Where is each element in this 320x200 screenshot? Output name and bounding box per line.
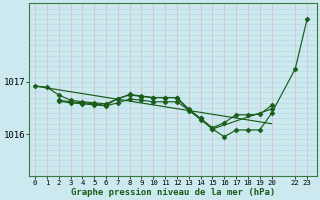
X-axis label: Graphe pression niveau de la mer (hPa): Graphe pression niveau de la mer (hPa) bbox=[71, 188, 275, 197]
